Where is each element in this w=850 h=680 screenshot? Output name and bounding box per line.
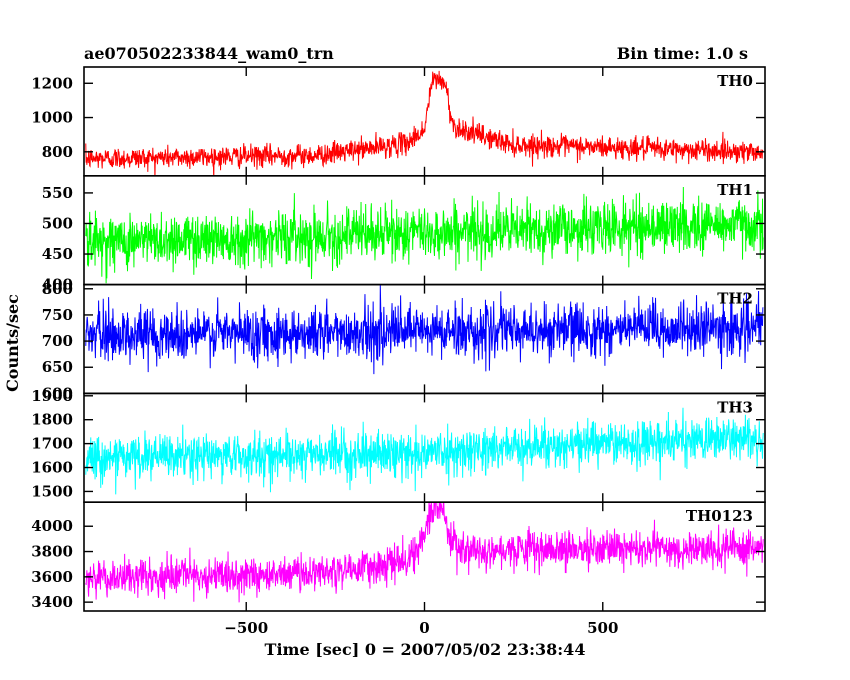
series-line-th0 bbox=[85, 70, 764, 176]
panel-th0: 800 1000 1200 TH0 bbox=[31, 66, 766, 177]
series-line-th2 bbox=[85, 284, 764, 375]
y-axis-title: Counts/sec bbox=[3, 294, 22, 392]
y-tick-label: 3800 bbox=[31, 543, 73, 561]
panel-frame bbox=[83, 501, 766, 612]
y-tick-label: 400 bbox=[42, 276, 73, 294]
y-tick-label: 1500 bbox=[31, 482, 73, 500]
y-tick-label: 800 bbox=[42, 280, 73, 298]
series-line-th3 bbox=[85, 407, 764, 495]
panel-label: TH0123 bbox=[686, 507, 753, 525]
y-tick-label: 4000 bbox=[31, 517, 73, 535]
y-tick-label: 550 bbox=[42, 184, 73, 202]
panel-label: TH0 bbox=[717, 72, 753, 90]
y-tick-label: 1700 bbox=[31, 435, 73, 453]
panel-th2: 600 650 700 750 800 TH2 bbox=[42, 280, 766, 402]
chart-title: ae070502233844_wam0_trn bbox=[84, 44, 334, 63]
x-tick-label: 500 bbox=[587, 619, 618, 637]
x-axis-title: Time [sec] 0 = 2007/05/02 23:38:44 bbox=[265, 640, 586, 659]
y-tick-label: 700 bbox=[42, 332, 73, 350]
bin-time-label: Bin time: 1.0 s bbox=[617, 44, 748, 63]
panel-label: TH2 bbox=[717, 290, 753, 308]
y-tick-label: 500 bbox=[42, 214, 73, 232]
series-line-th1 bbox=[85, 186, 764, 284]
panel-th0123: 3400 3600 3800 4000 TH0123 bbox=[31, 501, 766, 612]
y-tick-label: 1900 bbox=[31, 387, 73, 405]
y-tick-label: 3600 bbox=[31, 568, 73, 586]
y-tick-label: 600 bbox=[42, 384, 73, 402]
x-tick-label: −500 bbox=[224, 619, 268, 637]
y-tick-label: 1800 bbox=[31, 411, 73, 429]
panel-label: TH1 bbox=[717, 181, 753, 199]
series-line-th0123 bbox=[85, 502, 764, 603]
y-tick-label: 3400 bbox=[31, 593, 73, 611]
panel-stack: 800 1000 1200 TH0 400 450 500 550 TH1 600 650 700 75… bbox=[31, 66, 766, 637]
x-tick-label: 0 bbox=[419, 619, 429, 637]
y-tick-label: 1600 bbox=[31, 459, 73, 477]
y-tick-label: 1000 bbox=[31, 109, 73, 127]
panel-th1: 400 450 500 550 TH1 bbox=[42, 175, 766, 294]
y-tick-label: 750 bbox=[42, 306, 73, 324]
panel-label: TH3 bbox=[717, 398, 753, 416]
panel-th3: 1500 1600 1700 1800 1900 TH3 bbox=[31, 387, 766, 503]
y-tick-label: 450 bbox=[42, 245, 73, 263]
y-tick-label: 650 bbox=[42, 358, 73, 376]
y-tick-label: 1200 bbox=[31, 74, 73, 92]
y-tick-label: 800 bbox=[42, 143, 73, 161]
